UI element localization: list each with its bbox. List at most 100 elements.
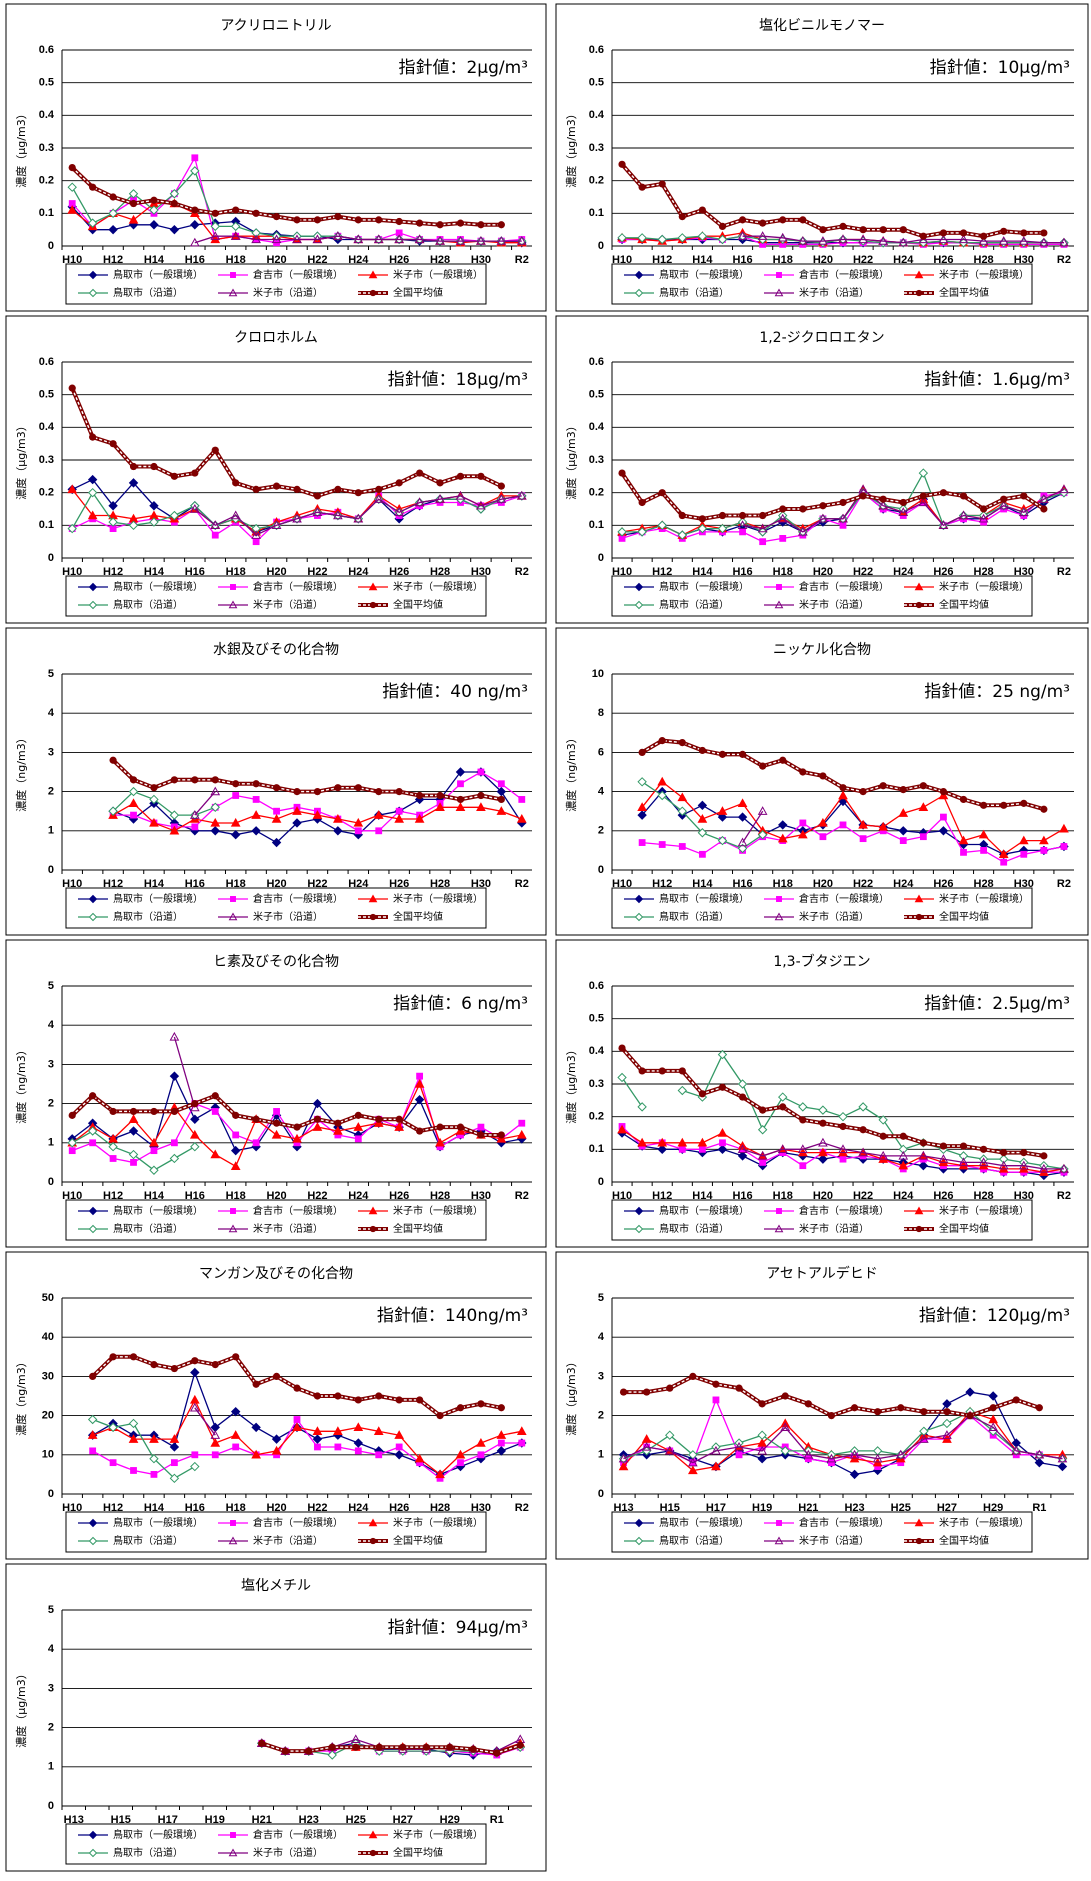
legend-label: 鳥取市（一般環境） [113,268,203,281]
y-tick-label: 1 [48,1761,54,1773]
y-tick-label: 0.6 [589,44,604,56]
y-axis-label: 濃度（μg/m3） [564,108,578,187]
legend-marker [368,1206,378,1215]
y-tick-label: 3 [48,1682,54,1694]
x-tick-label: H25 [346,1814,366,1826]
marker [456,219,465,227]
marker [919,833,927,841]
x-tick-label: H20 [266,254,286,266]
x-tick-label: H24 [893,1190,914,1202]
x-tick-label: H24 [348,1190,369,1202]
marker [799,819,807,827]
marker [898,808,909,817]
marker [456,1123,465,1131]
y-tick-label: 0.1 [589,207,604,219]
marker [777,513,788,523]
y-tick-label: 0.5 [589,77,604,89]
x-tick-label: R2 [515,878,529,890]
marker [414,1094,425,1105]
marker [416,1459,424,1467]
marker [169,224,180,235]
marker [67,1138,77,1148]
marker [689,1372,697,1380]
marker [305,1747,313,1755]
marker [980,232,988,240]
legend-marker [228,288,238,297]
marker [189,1402,200,1412]
series-line [194,235,522,244]
marker [416,791,424,800]
legend-label: 倉吉市（一般環境） [799,268,889,281]
legend-marker [230,1832,236,1838]
legend-box [65,887,487,929]
marker [191,823,199,831]
marker [395,1443,403,1451]
legend-marker [634,1536,644,1546]
x-tick-label: H30 [471,878,491,890]
marker [191,206,199,214]
series-line [70,1093,502,1137]
marker [170,472,178,480]
marker [272,213,281,221]
panel-frame [555,3,1089,312]
marker [210,817,221,827]
marker [737,812,748,822]
x-tick-label: R1 [490,1814,504,1826]
marker [373,1426,384,1435]
marker [89,1447,97,1455]
legend-marker [88,1224,98,1234]
legend-label: 全国平均値 [939,1222,989,1235]
marker [637,802,647,811]
marker [456,1404,465,1412]
marker [375,1115,383,1123]
marker [68,200,76,207]
marker [839,1155,847,1163]
marker [497,1404,505,1412]
marker [1059,1163,1069,1173]
marker [150,784,158,792]
marker [712,1380,720,1388]
x-tick-label: H26 [933,1190,953,1202]
marker [169,810,180,820]
marker [658,489,666,497]
legend-label: 倉吉市（一般環境） [253,580,343,593]
marker [333,1426,343,1435]
marker [211,776,219,784]
marker [688,1465,698,1475]
marker [1039,1163,1049,1173]
marker [129,1107,138,1116]
marker [858,234,868,244]
y-tick-label: 6 [598,746,604,758]
marker [677,1085,688,1096]
marker [395,1115,403,1123]
marker [879,1132,887,1140]
marker [1034,1449,1045,1459]
y-tick-label: 2 [598,825,604,837]
marker [170,776,178,784]
marker [757,1430,767,1440]
marker [738,511,747,520]
marker [436,791,444,800]
marker [980,801,988,809]
marker [272,784,281,792]
y-axis-label: 濃度（ng/m3） [14,732,28,811]
marker [189,1102,200,1112]
x-tick-label: H24 [893,254,914,266]
marker [717,812,728,822]
marker [779,505,787,513]
x-tick-label: H22 [853,1190,873,1202]
marker [717,234,728,245]
marker [497,482,505,490]
marker [128,1149,139,1160]
legend-label: 米子市（沿道） [253,1846,323,1859]
x-tick-label: H10 [62,878,82,890]
x-tick-label: H18 [773,1190,793,1202]
marker [1000,1149,1008,1157]
marker [149,501,159,511]
marker [799,1162,807,1170]
marker [129,199,138,208]
x-tick-label: H13 [613,1502,633,1514]
legend-box [65,575,487,617]
marker [273,1108,280,1115]
